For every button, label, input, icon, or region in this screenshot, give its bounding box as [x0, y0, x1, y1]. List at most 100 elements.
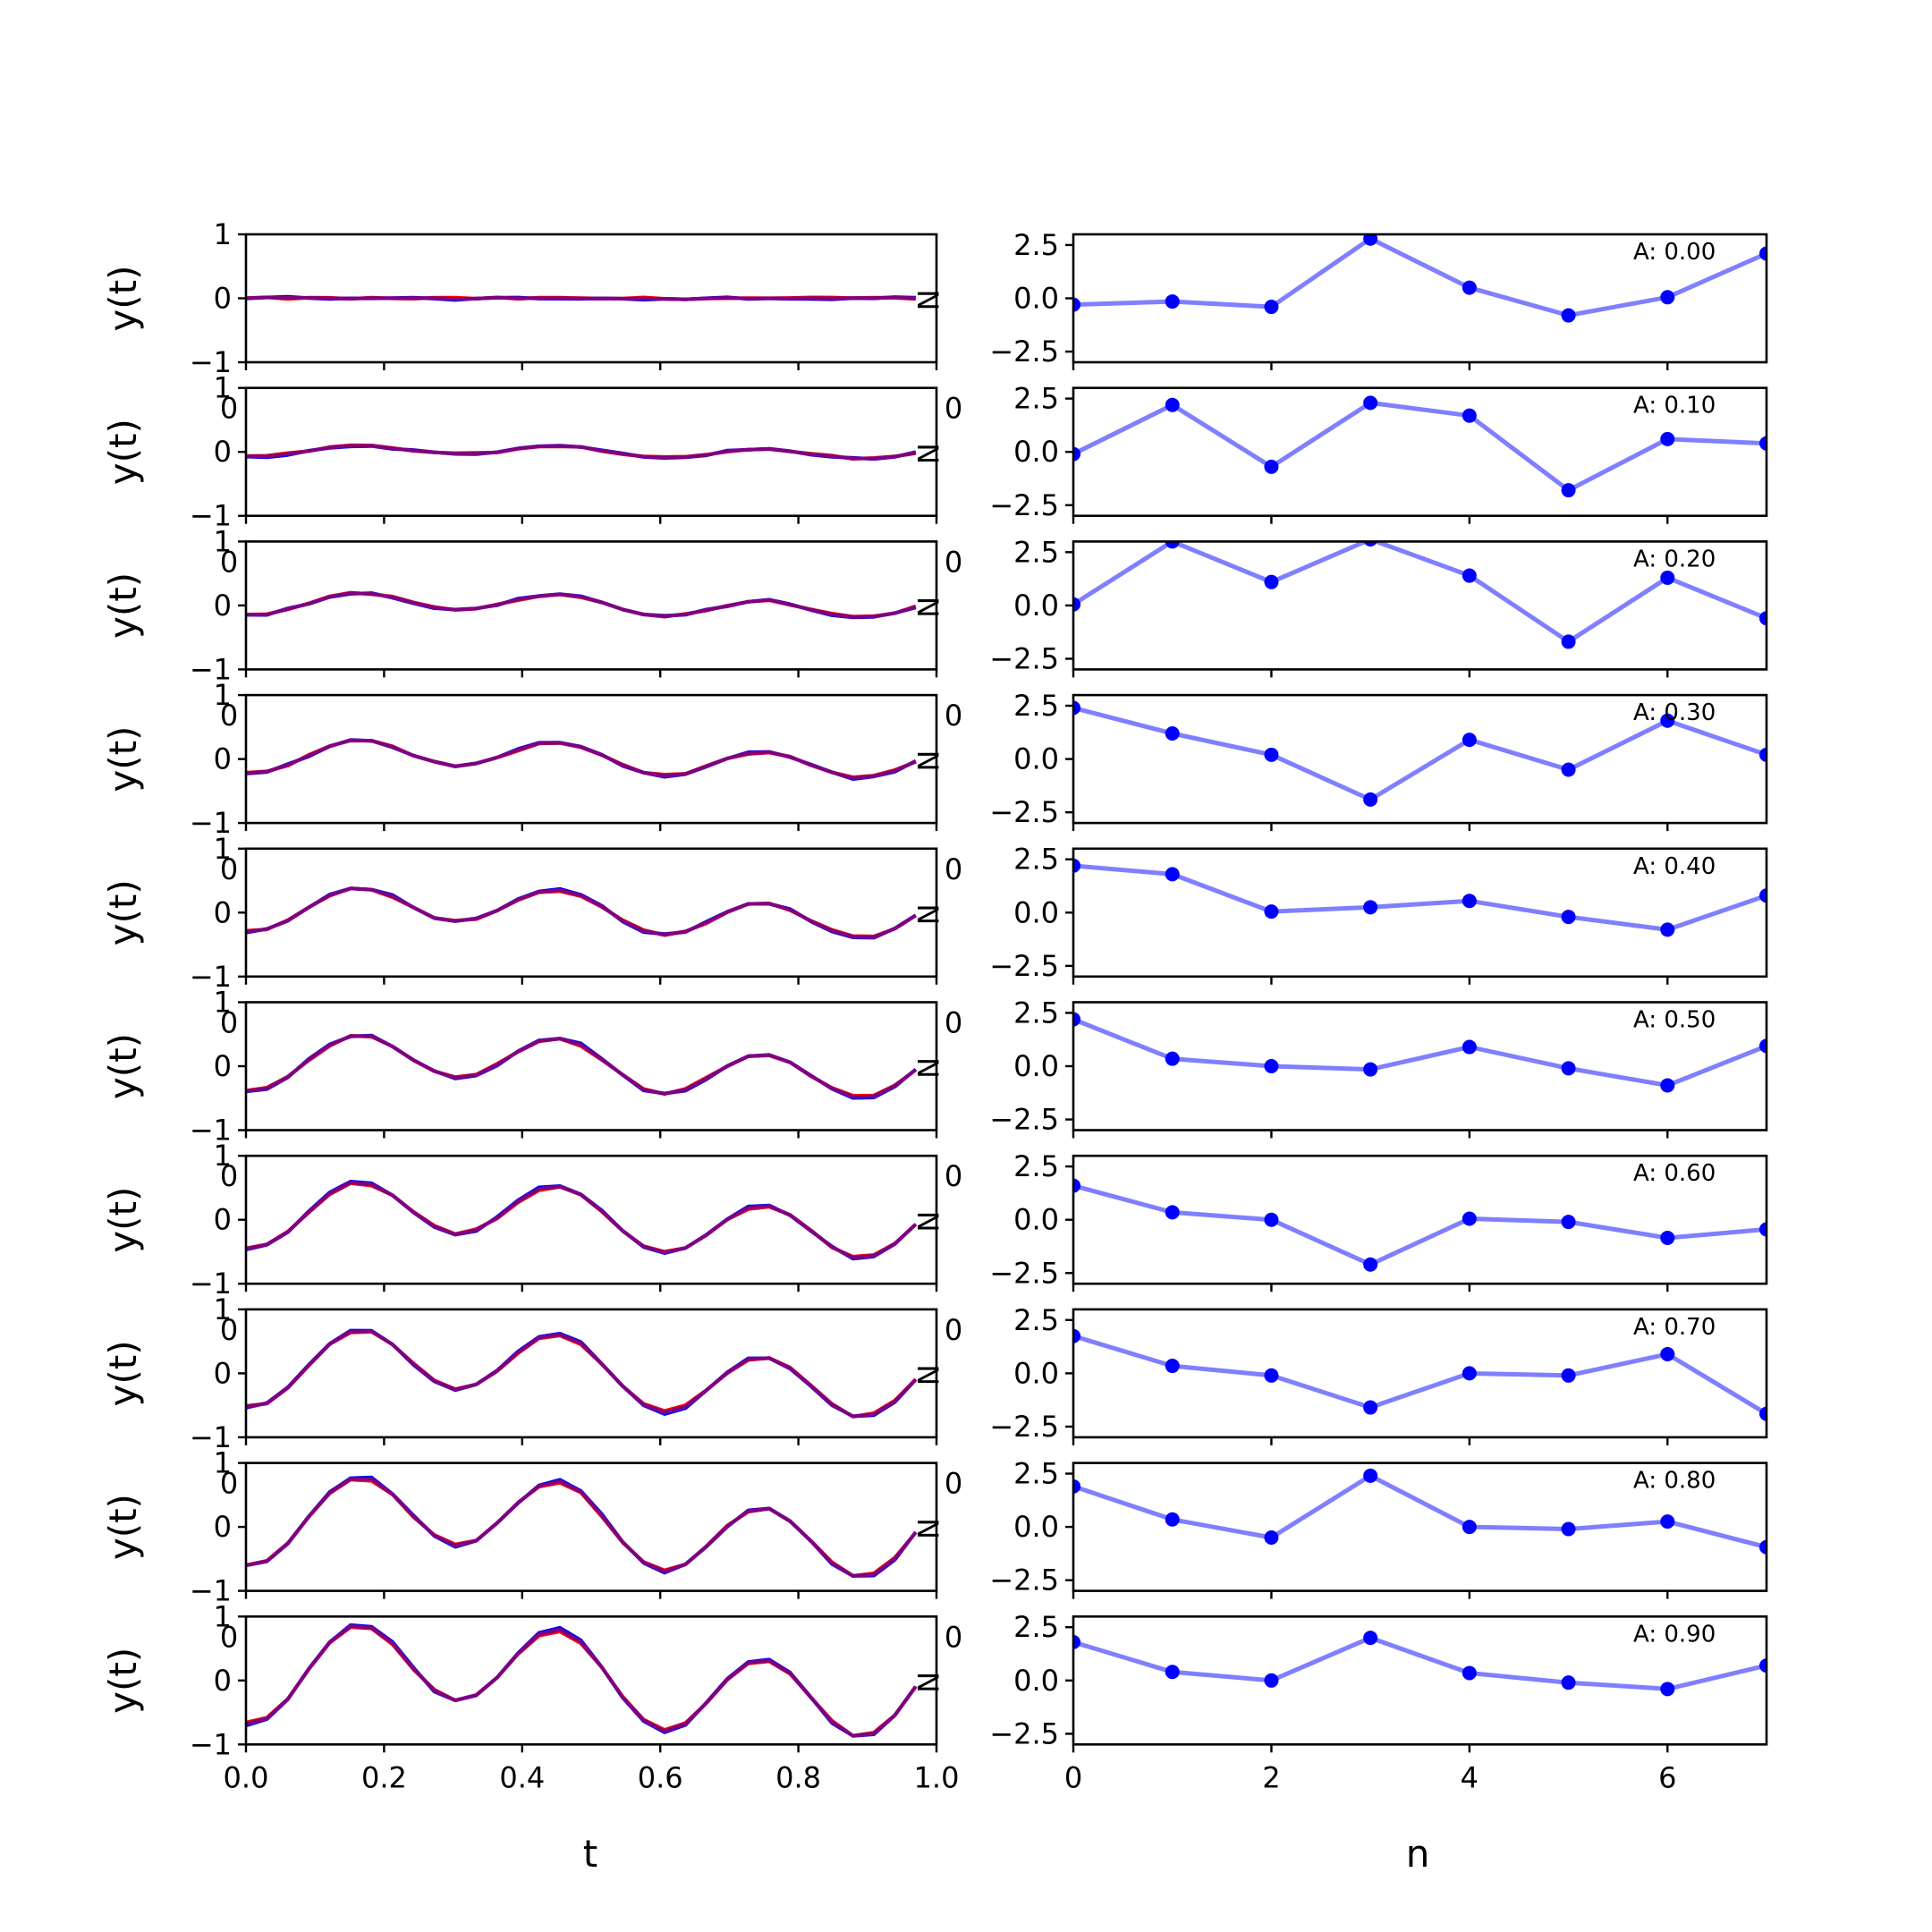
sample-panel: 2.5 0.0 −2.50 2 4 6 A: 0.90 — [989, 1610, 1768, 1794]
sample-point — [1759, 1658, 1767, 1674]
amplitude-annotation: A: 0.00 — [1633, 239, 1716, 266]
amplitude-annotation: A: 0.20 — [1633, 546, 1716, 572]
sample-point — [1165, 1051, 1180, 1066]
series-overlap-line — [245, 1329, 918, 1419]
series-overlap-line — [245, 1181, 918, 1260]
sample-point — [1264, 904, 1279, 919]
x-tick-label: 0.4 — [499, 1760, 545, 1794]
sample-point — [1165, 1512, 1180, 1527]
sample-point — [1660, 290, 1675, 305]
sample-point — [1759, 1539, 1767, 1555]
sample-panel: 2.5 0.0 −2.5 A: 0.40 — [989, 843, 1768, 985]
sample-point — [1073, 1634, 1080, 1649]
sample-point — [1759, 246, 1767, 261]
stray-n-glyph: N — [911, 1518, 945, 1539]
sample-point — [1462, 733, 1477, 748]
y-tick-label: 1 — [214, 524, 232, 558]
sample-point — [1561, 1215, 1576, 1230]
sample-line — [1073, 400, 1767, 493]
panel-frame — [244, 847, 938, 979]
y-tick-label: 1 — [214, 1446, 232, 1480]
sample-line — [1073, 236, 1767, 318]
y-tick-label: −1 — [190, 1420, 232, 1454]
sample-line — [1073, 1635, 1767, 1691]
stray-zero-left: 0 — [220, 392, 238, 426]
time-panel: 10−10.0 0.2 0.4 0.6 0.8 1.0y(t) N0 0 — [101, 1599, 962, 1794]
stray-zero-right: 0 — [945, 852, 962, 886]
sample-line — [1073, 863, 1767, 932]
y-tick-label: −2.5 — [989, 1103, 1059, 1137]
sample-point — [1561, 1521, 1576, 1537]
y-tick-label: 0.0 — [1013, 435, 1059, 469]
sample-panel: 2.5 0.0 −2.5 A: 0.20 — [989, 535, 1768, 678]
stray-zero-right: 0 — [945, 1006, 962, 1040]
sample-point — [1660, 1078, 1675, 1093]
sample-point — [1073, 1178, 1080, 1193]
amplitude-annotation: A: 0.60 — [1633, 1160, 1716, 1187]
time-panel: 10−1y(t) N0 0 — [101, 1446, 962, 1608]
panel-frame — [244, 1154, 938, 1285]
y-tick-label: 0 — [214, 435, 232, 469]
y-tick-label: −2.5 — [989, 641, 1059, 675]
stray-zero-right: 0 — [945, 1620, 962, 1654]
sample-point — [1264, 1212, 1279, 1227]
x-tick-label: 0 — [1064, 1760, 1082, 1794]
stray-zero-left: 0 — [220, 699, 238, 733]
stray-n-glyph: N — [911, 1672, 945, 1693]
y-tick-label: 0.0 — [1013, 1664, 1059, 1698]
sample-point — [1264, 300, 1279, 315]
sample-panel: 2.5 0.0 −2.5 A: 0.50 — [989, 996, 1768, 1139]
y-tick-label: 0 — [214, 742, 232, 776]
y-axis-label: y(t) — [101, 419, 145, 485]
stray-zero-right: 0 — [945, 545, 962, 579]
stray-zero-right: 0 — [945, 392, 962, 426]
sample-point — [1660, 431, 1675, 446]
x-tick-label: 1.0 — [914, 1760, 960, 1794]
sample-point — [1462, 1520, 1477, 1535]
amplitude-annotation: A: 0.40 — [1633, 853, 1716, 880]
y-tick-label: 1 — [214, 1292, 232, 1326]
sample-line — [1073, 1473, 1767, 1550]
series-overlap-line — [245, 886, 917, 939]
stray-n-glyph: N — [911, 1211, 945, 1233]
y-tick-label: −2.5 — [989, 335, 1059, 369]
y-axis-label: y(t) — [101, 1033, 145, 1099]
amplitude-annotation: A: 0.10 — [1633, 393, 1716, 419]
sample-point — [1462, 1366, 1477, 1381]
y-axis-label: y(t) — [101, 726, 145, 792]
sample-point — [1660, 1514, 1675, 1530]
sample-point — [1165, 1205, 1180, 1220]
sample-point — [1759, 888, 1767, 903]
sample-column: 2.5 0.0 −2.5 A: 0.00 2.5 0.0 −2.5 A: 0.10 2.5 0.0… — [989, 228, 1768, 1794]
y-tick-label: 0.0 — [1013, 1203, 1059, 1237]
sample-point — [1264, 459, 1279, 474]
y-tick-label: 2.5 — [1013, 1457, 1059, 1491]
y-tick-label: −2.5 — [989, 1410, 1059, 1444]
y-tick-label: 2.5 — [1013, 843, 1059, 877]
sample-point — [1462, 1665, 1477, 1681]
y-tick-label: 1 — [214, 217, 232, 251]
sample-point — [1759, 1038, 1767, 1054]
y-tick-label: 2.5 — [1013, 996, 1059, 1030]
sample-panel: 2.5 0.0 −2.5 A: 0.70 — [989, 1303, 1768, 1445]
panel-frame — [244, 693, 938, 825]
sample-point — [1462, 1039, 1477, 1055]
y-tick-label: 1 — [214, 832, 232, 866]
sample-point — [1561, 762, 1576, 777]
series-overlap-line — [245, 738, 917, 780]
sample-point — [1660, 1346, 1675, 1361]
x-axis-label-n: n — [1406, 1832, 1430, 1876]
y-axis-label: y(t) — [101, 1340, 145, 1406]
sample-point — [1561, 910, 1576, 925]
sample-point — [1264, 1673, 1279, 1688]
sample-point — [1561, 483, 1576, 498]
series-overlap-line — [245, 295, 916, 301]
sample-point — [1561, 634, 1576, 649]
sample-point — [1165, 1359, 1180, 1374]
series-overlap-line — [245, 1477, 918, 1578]
y-tick-label: 2.5 — [1013, 1303, 1059, 1337]
y-tick-label: −1 — [190, 652, 232, 686]
sample-point — [1759, 1222, 1767, 1237]
y-tick-label: 0 — [214, 1510, 232, 1544]
amplitude-annotation: A: 0.80 — [1633, 1468, 1716, 1495]
